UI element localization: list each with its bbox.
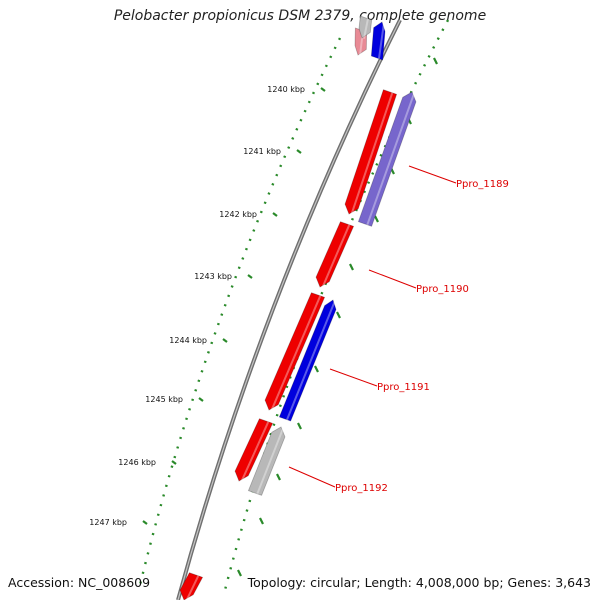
gene-label[interactable]: Ppro_1192: [335, 483, 388, 494]
tick-label: 1246 kbp: [118, 458, 156, 467]
tick-mark: [142, 520, 148, 525]
gene-forward-4[interactable]: [234, 418, 274, 483]
tick-label: 1243 kbp: [194, 272, 232, 281]
gene-ppro-1192[interactable]: [247, 426, 286, 496]
tick-mark: [320, 87, 326, 92]
inner-tick-mark: [297, 422, 302, 430]
tick-label: 1247 kbp: [89, 518, 127, 527]
inner-tick-mark: [276, 473, 281, 481]
gene-label-line: [368, 269, 417, 289]
gene-ppro-1191-shine: [286, 300, 336, 421]
gene-forward-1-shape: [344, 89, 398, 215]
tick-label: 1241 kbp: [243, 147, 281, 156]
gene-top-blue-shine: [377, 22, 385, 59]
inner-tick-mark: [237, 569, 242, 577]
gene-forward-5-shine: [185, 575, 200, 600]
tick-mark: [222, 338, 228, 343]
tick-label: 1245 kbp: [145, 395, 183, 404]
gene-top-blue-shape: [370, 21, 386, 61]
gene-forward-3-shape: [264, 292, 326, 411]
gene-top-grey-shine: [363, 18, 369, 39]
gene-forward-4-shine: [240, 421, 270, 483]
gene-forward-3-shine: [270, 295, 322, 412]
gene-ppro-1191-shape: [278, 299, 337, 422]
tick-label: 1242 kbp: [219, 210, 257, 219]
inner-tick-mark: [374, 215, 379, 223]
gene-label-line: [288, 466, 336, 488]
map-title: Pelobacter propionicus DSM 2379, complet…: [113, 8, 487, 24]
gene-label[interactable]: Ppro_1189: [456, 179, 509, 190]
tick-mark: [198, 397, 204, 402]
inner-tick-mark: [314, 365, 319, 373]
gene-label-line: [408, 165, 457, 184]
tick-label: 1240 kbp: [267, 85, 305, 94]
gene-top-grey[interactable]: [358, 15, 373, 39]
gene-forward-4-shape: [234, 418, 274, 482]
inner-tick-mark: [259, 517, 264, 525]
inner-tick-mark: [336, 311, 341, 319]
gene-ppro-1189-shape: [357, 91, 417, 227]
gene-forward-1[interactable]: [344, 89, 398, 216]
gene-forward-2-shape: [315, 221, 355, 288]
inner-tick-mark: [433, 57, 438, 65]
tick-label: 1244 kbp: [169, 336, 207, 345]
gene-ppro-1192-shape: [247, 426, 286, 496]
gene-label[interactable]: Ppro_1191: [377, 382, 430, 393]
gene-label[interactable]: Ppro_1190: [416, 284, 469, 295]
gene-top-blue[interactable]: [370, 21, 386, 61]
gene-ppro-1192-shine: [256, 427, 285, 495]
gene-label-line: [329, 368, 378, 387]
accession-text: Accession: NC_008609: [8, 575, 151, 590]
tick-mark: [296, 149, 302, 154]
tick-mark: [247, 274, 253, 279]
gene-forward-1-shine: [350, 92, 394, 216]
gene-forward-3[interactable]: [264, 292, 326, 412]
gene-ppro-1189[interactable]: [357, 91, 417, 227]
gene-forward-5[interactable]: [179, 572, 204, 600]
inner-tick-mark: [349, 263, 354, 271]
genome-summary-text: Topology: circular; Length: 4,008,000 bp…: [247, 575, 591, 590]
gene-forward-2-shine: [321, 224, 351, 289]
gene-ppro-1189-shine: [366, 92, 416, 226]
genome-backbone-highlight: [177, 19, 401, 600]
gene-forward-2[interactable]: [315, 221, 355, 289]
genome-backbone: [176, 19, 402, 600]
tick-mark: [171, 460, 177, 465]
tick-mark: [272, 212, 278, 217]
gene-forward-5-shape: [179, 572, 204, 600]
outer-tick-track: [138, 37, 342, 586]
gene-top-grey-shape: [358, 15, 373, 39]
gene-ppro-1191[interactable]: [278, 299, 337, 422]
